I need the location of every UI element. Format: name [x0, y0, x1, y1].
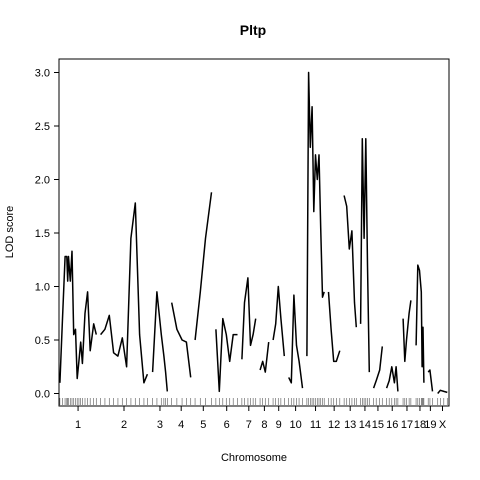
lod-curve: [437, 389, 448, 394]
lod-curve: [151, 291, 169, 392]
chromosome-label: 12: [328, 419, 340, 431]
chromosome-label: 18: [414, 419, 426, 431]
chromosome-label: 11: [310, 419, 321, 431]
y-axis-label: LOD score: [4, 206, 16, 259]
chromosome-label: X: [439, 419, 447, 431]
lod-curve: [288, 294, 304, 389]
y-tick-label: 2.5: [35, 121, 50, 133]
lod-curve: [194, 192, 213, 341]
chromosome-label: 2: [121, 419, 127, 431]
chromosome-label: 10: [289, 419, 301, 431]
marker-rug: [59, 398, 448, 405]
lod-curve: [170, 302, 192, 378]
lod-curve: [272, 285, 286, 357]
lod-curve: [241, 277, 257, 360]
lod-curve: [215, 317, 238, 393]
y-tick-label: 1.0: [35, 282, 50, 294]
chromosome-label: 5: [200, 419, 206, 431]
lod-curve: [415, 264, 425, 383]
lod-curve: [100, 202, 149, 384]
chromosome-label: 4: [178, 419, 184, 431]
chromosome-label: 15: [372, 419, 384, 431]
chromosome-label: 6: [224, 419, 230, 431]
chromosome-label: 19: [424, 419, 436, 431]
lod-curve: [427, 369, 434, 392]
lod-curve: [402, 300, 412, 363]
lod-curve: [259, 342, 270, 373]
lod-curve: [306, 71, 325, 357]
y-tick-label: 0.5: [35, 335, 50, 347]
chromosome-label: 14: [359, 419, 371, 431]
y-tick-label: 1.5: [35, 228, 50, 240]
y-tick-label: 2.0: [35, 175, 50, 187]
chromosome-label: 13: [344, 419, 356, 431]
lod-curve: [343, 195, 358, 328]
chromosome-label: 9: [276, 419, 282, 431]
chromosome-label: 7: [246, 419, 252, 431]
lod-curve: [327, 291, 341, 363]
lod-curve: [59, 250, 98, 383]
y-tick-label: 0.0: [35, 389, 50, 401]
y-tick-label: 3.0: [35, 68, 50, 80]
chromosome-label: 17: [401, 419, 413, 431]
chromosome-label: 1: [75, 419, 81, 431]
chromosome-label: 8: [261, 419, 267, 431]
lod-curve: [372, 346, 384, 389]
lod-curve: [359, 138, 371, 373]
y-axis: 0.0 0.5 1.0 1.5 2.0 2.5 3.0: [35, 68, 59, 401]
lod-curve: [385, 366, 399, 392]
chart-title: Pltp: [240, 22, 266, 38]
x-axis-label: Chromosome: [221, 452, 287, 464]
chromosome-label: 16: [386, 419, 398, 431]
chromosome-label: 3: [157, 419, 163, 431]
plot-frame: [58, 58, 450, 407]
lod-curves: [59, 71, 448, 394]
